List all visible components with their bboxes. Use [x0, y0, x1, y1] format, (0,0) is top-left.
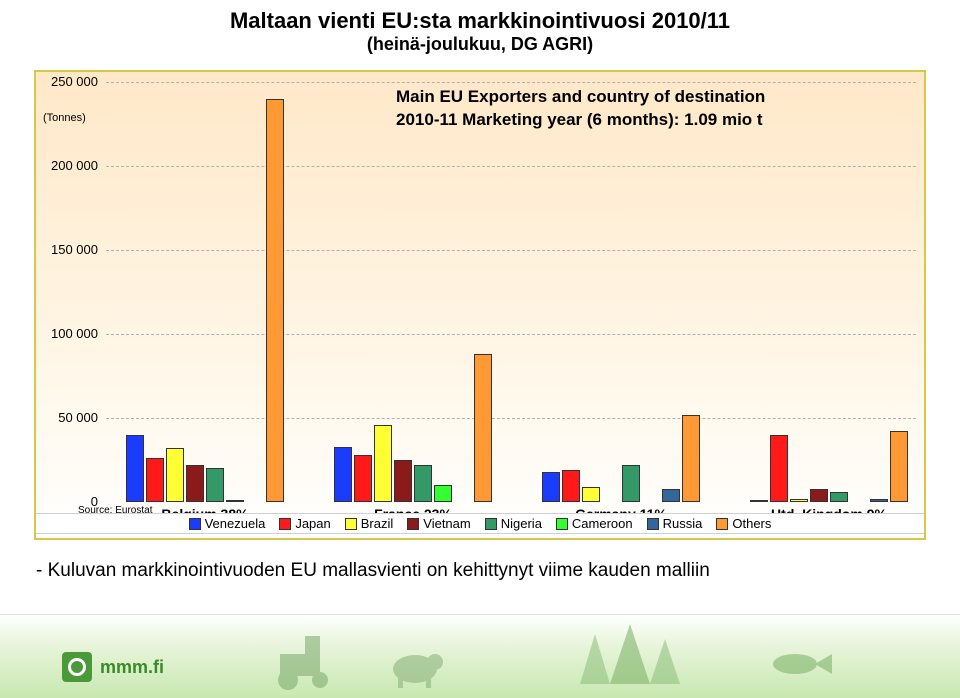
chart-frame: Main EU Exporters and country of destina… [34, 70, 926, 540]
legend-label: Others [732, 516, 771, 531]
bar [682, 415, 700, 502]
fish-silhouette-icon [760, 624, 840, 694]
bar [810, 489, 828, 502]
bullet-text: - Kuluvan markkinointivuoden EU mallasvi… [36, 560, 710, 582]
bar [890, 431, 908, 502]
bar [126, 435, 144, 502]
chart-legend: Venezuela Japan Brazil Vietnam Nigeria Camero… [36, 513, 924, 534]
legend-swatch [407, 518, 419, 530]
bar [206, 468, 224, 502]
gridline [106, 418, 916, 419]
legend-label: Cameroon [572, 516, 633, 531]
legend-swatch [556, 518, 568, 530]
plot-area: (Tonnes) Source: Eurostat 050 000100 000… [106, 82, 916, 502]
bar [226, 500, 244, 502]
legend-item: Brazil [345, 516, 394, 531]
legend-label: Venezuela [205, 516, 266, 531]
legend-item: Russia [647, 516, 703, 531]
y-tick-label: 100 000 [38, 326, 98, 341]
bar [662, 489, 680, 502]
legend-label: Russia [663, 516, 703, 531]
bar [394, 460, 412, 502]
y-tick-label: 50 000 [38, 410, 98, 425]
bar [542, 472, 560, 502]
legend-swatch [189, 518, 201, 530]
legend-swatch [716, 518, 728, 530]
chart-subtitle: (heinä-joulukuu, DG AGRI) [0, 34, 960, 55]
y-tick-label: 150 000 [38, 242, 98, 257]
bar [374, 425, 392, 502]
bar [334, 447, 352, 502]
trees-silhouette-icon [560, 614, 710, 694]
chart-title: Maltaan vienti EU:sta markkinointivuosi … [0, 8, 960, 34]
bar [770, 435, 788, 502]
bar [186, 465, 204, 502]
y-tick-label: 200 000 [38, 158, 98, 173]
legend-item: Venezuela [189, 516, 266, 531]
legend-item: Vietnam [407, 516, 470, 531]
footer-decorative-strip: mmm.fi [0, 614, 960, 698]
bar [166, 448, 184, 502]
y-axis-title: (Tonnes) [43, 112, 86, 124]
bar [790, 499, 808, 502]
legend-item: Others [716, 516, 771, 531]
bar [870, 499, 888, 502]
bar [434, 485, 452, 502]
logo-icon [62, 652, 92, 682]
legend-label: Japan [295, 516, 330, 531]
gridline [106, 166, 916, 167]
bar [414, 465, 432, 502]
bar [562, 470, 580, 502]
cow-silhouette-icon [380, 624, 450, 694]
gridline [106, 334, 916, 335]
legend-swatch [485, 518, 497, 530]
legend-swatch [647, 518, 659, 530]
gridline [106, 250, 916, 251]
bar [354, 455, 372, 502]
bar [830, 492, 848, 502]
bar [146, 458, 164, 502]
mmm-logo: mmm.fi [62, 652, 164, 682]
legend-swatch [279, 518, 291, 530]
bar [582, 487, 600, 502]
legend-item: Japan [279, 516, 330, 531]
y-tick-label: 0 [38, 494, 98, 509]
bar [474, 354, 492, 502]
tractor-silhouette-icon [260, 624, 350, 694]
legend-label: Nigeria [501, 516, 542, 531]
legend-item: Cameroon [556, 516, 633, 531]
legend-label: Vietnam [423, 516, 470, 531]
legend-label: Brazil [361, 516, 394, 531]
bar [750, 500, 768, 502]
logo-text: mmm.fi [100, 657, 164, 678]
gridline [106, 82, 916, 83]
y-tick-label: 250 000 [38, 74, 98, 89]
bar [622, 465, 640, 502]
legend-swatch [345, 518, 357, 530]
bar [266, 99, 284, 502]
legend-item: Nigeria [485, 516, 542, 531]
